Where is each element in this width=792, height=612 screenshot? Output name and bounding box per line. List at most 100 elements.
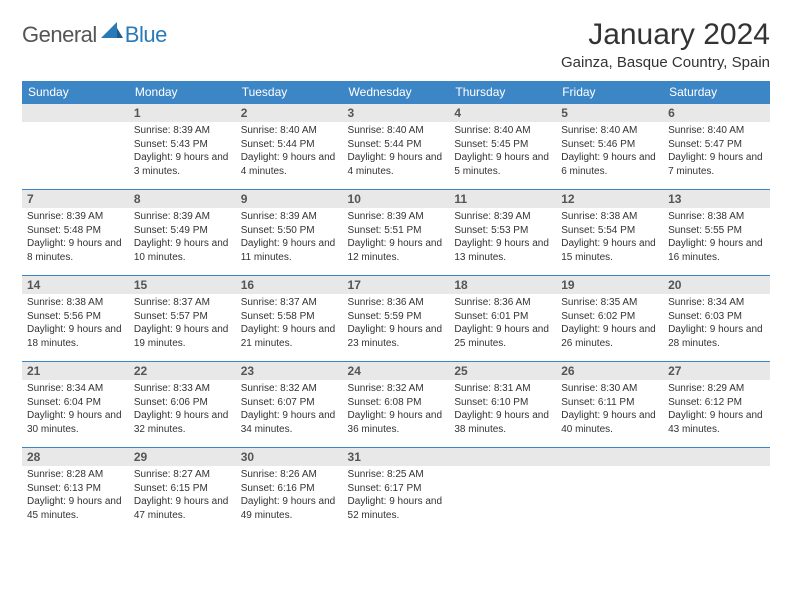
day-info: Sunrise: 8:25 AMSunset: 6:17 PMDaylight:… bbox=[343, 466, 450, 526]
week-row: 21Sunrise: 8:34 AMSunset: 6:04 PMDayligh… bbox=[22, 362, 770, 448]
day-cell: 22Sunrise: 8:33 AMSunset: 6:06 PMDayligh… bbox=[129, 362, 236, 448]
empty-day-number bbox=[663, 448, 770, 466]
day-info: Sunrise: 8:37 AMSunset: 5:58 PMDaylight:… bbox=[236, 294, 343, 354]
day-number: 1 bbox=[129, 104, 236, 122]
day-number: 14 bbox=[22, 276, 129, 294]
day-info: Sunrise: 8:27 AMSunset: 6:15 PMDaylight:… bbox=[129, 466, 236, 526]
day-info: Sunrise: 8:39 AMSunset: 5:43 PMDaylight:… bbox=[129, 122, 236, 182]
day-number: 12 bbox=[556, 190, 663, 208]
day-number: 11 bbox=[449, 190, 556, 208]
day-number: 7 bbox=[22, 190, 129, 208]
triangle-icon bbox=[101, 20, 123, 43]
day-cell bbox=[449, 448, 556, 534]
day-cell: 5Sunrise: 8:40 AMSunset: 5:46 PMDaylight… bbox=[556, 104, 663, 190]
day-info: Sunrise: 8:38 AMSunset: 5:54 PMDaylight:… bbox=[556, 208, 663, 268]
day-info: Sunrise: 8:40 AMSunset: 5:45 PMDaylight:… bbox=[449, 122, 556, 182]
day-info: Sunrise: 8:37 AMSunset: 5:57 PMDaylight:… bbox=[129, 294, 236, 354]
day-cell: 16Sunrise: 8:37 AMSunset: 5:58 PMDayligh… bbox=[236, 276, 343, 362]
header: General Blue January 2024 Gainza, Basque… bbox=[22, 18, 770, 71]
logo-text-general: General bbox=[22, 22, 97, 48]
day-cell: 11Sunrise: 8:39 AMSunset: 5:53 PMDayligh… bbox=[449, 190, 556, 276]
day-cell: 9Sunrise: 8:39 AMSunset: 5:50 PMDaylight… bbox=[236, 190, 343, 276]
logo: General Blue bbox=[22, 22, 167, 48]
day-cell: 26Sunrise: 8:30 AMSunset: 6:11 PMDayligh… bbox=[556, 362, 663, 448]
day-cell: 20Sunrise: 8:34 AMSunset: 6:03 PMDayligh… bbox=[663, 276, 770, 362]
day-cell: 17Sunrise: 8:36 AMSunset: 5:59 PMDayligh… bbox=[343, 276, 450, 362]
day-info: Sunrise: 8:39 AMSunset: 5:53 PMDaylight:… bbox=[449, 208, 556, 268]
day-cell: 30Sunrise: 8:26 AMSunset: 6:16 PMDayligh… bbox=[236, 448, 343, 534]
empty-day-number bbox=[556, 448, 663, 466]
day-number: 21 bbox=[22, 362, 129, 380]
day-info: Sunrise: 8:39 AMSunset: 5:48 PMDaylight:… bbox=[22, 208, 129, 268]
day-info: Sunrise: 8:31 AMSunset: 6:10 PMDaylight:… bbox=[449, 380, 556, 440]
day-number: 2 bbox=[236, 104, 343, 122]
day-info: Sunrise: 8:30 AMSunset: 6:11 PMDaylight:… bbox=[556, 380, 663, 440]
day-cell: 10Sunrise: 8:39 AMSunset: 5:51 PMDayligh… bbox=[343, 190, 450, 276]
day-number: 26 bbox=[556, 362, 663, 380]
day-info: Sunrise: 8:26 AMSunset: 6:16 PMDaylight:… bbox=[236, 466, 343, 526]
calendar-body: 1Sunrise: 8:39 AMSunset: 5:43 PMDaylight… bbox=[22, 104, 770, 534]
day-info: Sunrise: 8:38 AMSunset: 5:56 PMDaylight:… bbox=[22, 294, 129, 354]
day-info: Sunrise: 8:40 AMSunset: 5:47 PMDaylight:… bbox=[663, 122, 770, 182]
day-cell: 8Sunrise: 8:39 AMSunset: 5:49 PMDaylight… bbox=[129, 190, 236, 276]
day-number: 5 bbox=[556, 104, 663, 122]
day-cell: 13Sunrise: 8:38 AMSunset: 5:55 PMDayligh… bbox=[663, 190, 770, 276]
weekday-header: Saturday bbox=[663, 81, 770, 104]
day-cell: 1Sunrise: 8:39 AMSunset: 5:43 PMDaylight… bbox=[129, 104, 236, 190]
empty-day-number bbox=[22, 104, 129, 122]
day-number: 31 bbox=[343, 448, 450, 466]
day-number: 3 bbox=[343, 104, 450, 122]
weekday-header: Thursday bbox=[449, 81, 556, 104]
day-number: 23 bbox=[236, 362, 343, 380]
day-number: 22 bbox=[129, 362, 236, 380]
week-row: 1Sunrise: 8:39 AMSunset: 5:43 PMDaylight… bbox=[22, 104, 770, 190]
day-number: 20 bbox=[663, 276, 770, 294]
day-info: Sunrise: 8:39 AMSunset: 5:50 PMDaylight:… bbox=[236, 208, 343, 268]
day-info: Sunrise: 8:28 AMSunset: 6:13 PMDaylight:… bbox=[22, 466, 129, 526]
day-cell bbox=[556, 448, 663, 534]
day-number: 16 bbox=[236, 276, 343, 294]
weekday-header: Sunday bbox=[22, 81, 129, 104]
day-number: 25 bbox=[449, 362, 556, 380]
day-cell: 3Sunrise: 8:40 AMSunset: 5:44 PMDaylight… bbox=[343, 104, 450, 190]
week-row: 7Sunrise: 8:39 AMSunset: 5:48 PMDaylight… bbox=[22, 190, 770, 276]
day-number: 6 bbox=[663, 104, 770, 122]
day-cell: 27Sunrise: 8:29 AMSunset: 6:12 PMDayligh… bbox=[663, 362, 770, 448]
day-cell: 19Sunrise: 8:35 AMSunset: 6:02 PMDayligh… bbox=[556, 276, 663, 362]
empty-day-number bbox=[449, 448, 556, 466]
day-number: 29 bbox=[129, 448, 236, 466]
day-number: 19 bbox=[556, 276, 663, 294]
day-cell: 31Sunrise: 8:25 AMSunset: 6:17 PMDayligh… bbox=[343, 448, 450, 534]
day-info: Sunrise: 8:36 AMSunset: 5:59 PMDaylight:… bbox=[343, 294, 450, 354]
weekday-header: Wednesday bbox=[343, 81, 450, 104]
location: Gainza, Basque Country, Spain bbox=[561, 54, 770, 71]
day-cell: 29Sunrise: 8:27 AMSunset: 6:15 PMDayligh… bbox=[129, 448, 236, 534]
day-cell: 28Sunrise: 8:28 AMSunset: 6:13 PMDayligh… bbox=[22, 448, 129, 534]
day-number: 15 bbox=[129, 276, 236, 294]
weekday-header: Tuesday bbox=[236, 81, 343, 104]
day-number: 27 bbox=[663, 362, 770, 380]
day-cell: 6Sunrise: 8:40 AMSunset: 5:47 PMDaylight… bbox=[663, 104, 770, 190]
day-cell: 14Sunrise: 8:38 AMSunset: 5:56 PMDayligh… bbox=[22, 276, 129, 362]
day-info: Sunrise: 8:35 AMSunset: 6:02 PMDaylight:… bbox=[556, 294, 663, 354]
weekday-header: Monday bbox=[129, 81, 236, 104]
day-info: Sunrise: 8:32 AMSunset: 6:07 PMDaylight:… bbox=[236, 380, 343, 440]
day-number: 18 bbox=[449, 276, 556, 294]
week-row: 14Sunrise: 8:38 AMSunset: 5:56 PMDayligh… bbox=[22, 276, 770, 362]
day-number: 13 bbox=[663, 190, 770, 208]
day-number: 10 bbox=[343, 190, 450, 208]
day-cell bbox=[22, 104, 129, 190]
day-info: Sunrise: 8:34 AMSunset: 6:04 PMDaylight:… bbox=[22, 380, 129, 440]
day-number: 30 bbox=[236, 448, 343, 466]
day-info: Sunrise: 8:29 AMSunset: 6:12 PMDaylight:… bbox=[663, 380, 770, 440]
day-info: Sunrise: 8:40 AMSunset: 5:44 PMDaylight:… bbox=[236, 122, 343, 182]
day-cell: 4Sunrise: 8:40 AMSunset: 5:45 PMDaylight… bbox=[449, 104, 556, 190]
day-cell: 25Sunrise: 8:31 AMSunset: 6:10 PMDayligh… bbox=[449, 362, 556, 448]
day-number: 4 bbox=[449, 104, 556, 122]
day-info: Sunrise: 8:33 AMSunset: 6:06 PMDaylight:… bbox=[129, 380, 236, 440]
day-info: Sunrise: 8:32 AMSunset: 6:08 PMDaylight:… bbox=[343, 380, 450, 440]
day-cell: 2Sunrise: 8:40 AMSunset: 5:44 PMDaylight… bbox=[236, 104, 343, 190]
day-cell: 21Sunrise: 8:34 AMSunset: 6:04 PMDayligh… bbox=[22, 362, 129, 448]
day-number: 28 bbox=[22, 448, 129, 466]
day-info: Sunrise: 8:38 AMSunset: 5:55 PMDaylight:… bbox=[663, 208, 770, 268]
